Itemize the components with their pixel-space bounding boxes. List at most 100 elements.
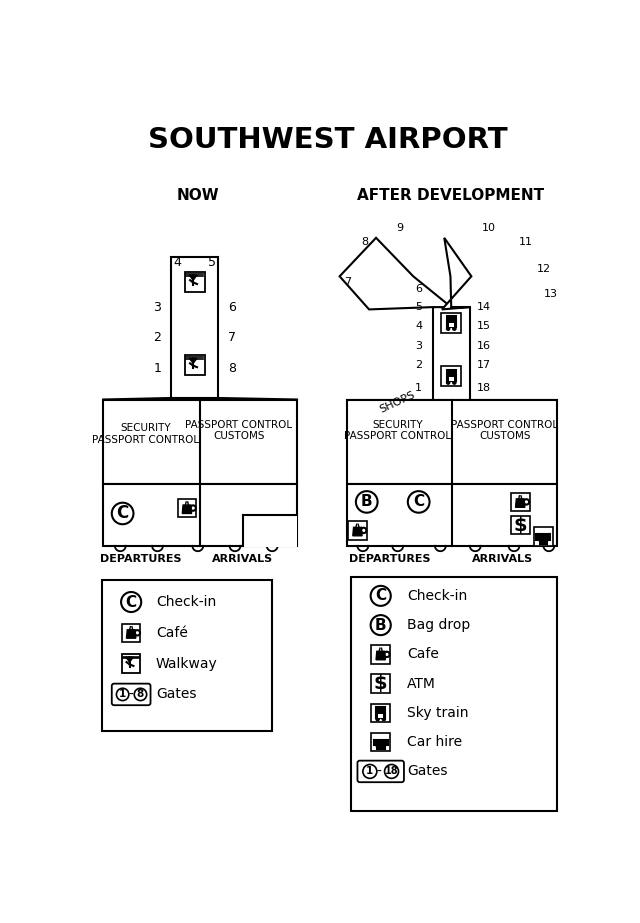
Bar xyxy=(377,745,385,749)
Text: DEPARTURES: DEPARTURES xyxy=(349,554,431,564)
Text: Check-in: Check-in xyxy=(407,589,467,603)
Polygon shape xyxy=(353,527,362,535)
Text: Gates: Gates xyxy=(407,764,447,778)
Bar xyxy=(371,733,390,751)
Text: 3: 3 xyxy=(154,301,161,314)
Bar xyxy=(540,540,547,544)
Text: SOUTHWEST AIRPORT: SOUTHWEST AIRPORT xyxy=(148,126,508,154)
Text: DEPARTURES: DEPARTURES xyxy=(100,554,181,564)
Bar xyxy=(449,378,454,381)
Text: 1: 1 xyxy=(366,766,374,776)
Text: -: - xyxy=(129,688,134,701)
Text: 8: 8 xyxy=(228,362,236,376)
Text: 3: 3 xyxy=(415,341,422,351)
Text: 13: 13 xyxy=(544,289,558,299)
Bar xyxy=(102,581,272,731)
Text: $: $ xyxy=(374,674,387,693)
Bar xyxy=(374,740,388,745)
Circle shape xyxy=(363,764,377,778)
Bar xyxy=(441,366,461,387)
FancyBboxPatch shape xyxy=(112,684,150,705)
Bar xyxy=(433,307,470,400)
Text: 4: 4 xyxy=(415,321,422,331)
Circle shape xyxy=(356,491,378,512)
Bar xyxy=(103,485,297,545)
FancyBboxPatch shape xyxy=(358,761,404,782)
Text: 10: 10 xyxy=(481,222,495,233)
Text: Sky train: Sky train xyxy=(407,706,468,720)
Text: Car hire: Car hire xyxy=(407,735,462,749)
Circle shape xyxy=(452,380,457,385)
Bar xyxy=(122,654,140,673)
Circle shape xyxy=(191,274,195,279)
Text: B: B xyxy=(361,495,372,509)
Bar xyxy=(184,354,205,375)
Text: Cafe: Cafe xyxy=(407,647,439,662)
Circle shape xyxy=(371,615,391,635)
Polygon shape xyxy=(127,629,136,638)
Text: 17: 17 xyxy=(477,360,491,370)
Circle shape xyxy=(452,327,457,331)
Text: PASSPORT CONTROL
CUSTOMS: PASSPORT CONTROL CUSTOMS xyxy=(186,420,292,441)
Text: 9: 9 xyxy=(397,222,404,233)
Text: 7: 7 xyxy=(228,331,236,344)
Text: 5: 5 xyxy=(415,302,422,312)
Circle shape xyxy=(371,586,391,605)
Text: PASSPORT CONTROL
CUSTOMS: PASSPORT CONTROL CUSTOMS xyxy=(451,420,558,441)
Bar xyxy=(511,493,529,511)
Text: 2: 2 xyxy=(154,331,161,344)
Text: NOW: NOW xyxy=(177,188,219,203)
Text: 8: 8 xyxy=(137,689,144,700)
Bar xyxy=(348,400,557,485)
Circle shape xyxy=(381,717,386,722)
Bar xyxy=(122,624,140,642)
Text: 15: 15 xyxy=(477,321,491,331)
Circle shape xyxy=(385,764,399,778)
Text: Café: Café xyxy=(156,626,188,640)
Text: 6: 6 xyxy=(228,301,236,314)
Text: 6: 6 xyxy=(415,284,422,294)
Polygon shape xyxy=(442,238,472,309)
Text: Bag drop: Bag drop xyxy=(407,618,470,632)
Circle shape xyxy=(537,536,542,541)
Text: 1: 1 xyxy=(119,689,126,700)
Polygon shape xyxy=(182,505,191,513)
Circle shape xyxy=(375,717,380,722)
Bar xyxy=(243,515,297,546)
Bar xyxy=(348,521,367,540)
Bar xyxy=(103,400,297,485)
Bar xyxy=(348,485,557,545)
Bar xyxy=(351,577,557,811)
Text: AFTER DEVELOPMENT: AFTER DEVELOPMENT xyxy=(357,188,544,203)
Circle shape xyxy=(408,491,429,512)
Text: Gates: Gates xyxy=(156,688,196,701)
Bar xyxy=(378,713,383,717)
Bar xyxy=(441,313,461,332)
Bar xyxy=(371,675,390,693)
Text: ARRIVALS: ARRIVALS xyxy=(212,554,273,564)
Text: C: C xyxy=(116,505,129,522)
Text: $: $ xyxy=(513,516,527,534)
Polygon shape xyxy=(340,238,451,309)
Text: 8: 8 xyxy=(362,236,369,246)
Bar xyxy=(376,707,385,717)
Circle shape xyxy=(134,689,147,701)
Bar xyxy=(536,534,550,540)
Circle shape xyxy=(121,592,141,612)
Text: C: C xyxy=(375,588,387,604)
Text: 16: 16 xyxy=(477,341,491,351)
Bar xyxy=(449,323,454,327)
Text: 7: 7 xyxy=(344,277,351,287)
Bar xyxy=(447,317,456,327)
Text: SHOPS: SHOPS xyxy=(378,390,417,414)
Circle shape xyxy=(382,742,387,747)
Circle shape xyxy=(112,503,134,524)
Circle shape xyxy=(446,327,451,331)
Bar xyxy=(371,645,390,664)
Text: ARRIVALS: ARRIVALS xyxy=(472,554,533,564)
Bar xyxy=(371,703,390,722)
Text: 14: 14 xyxy=(477,302,491,312)
Circle shape xyxy=(191,357,195,362)
Circle shape xyxy=(545,536,550,541)
Text: SECURITY
PASSPORT CONTROL: SECURITY PASSPORT CONTROL xyxy=(92,424,200,445)
